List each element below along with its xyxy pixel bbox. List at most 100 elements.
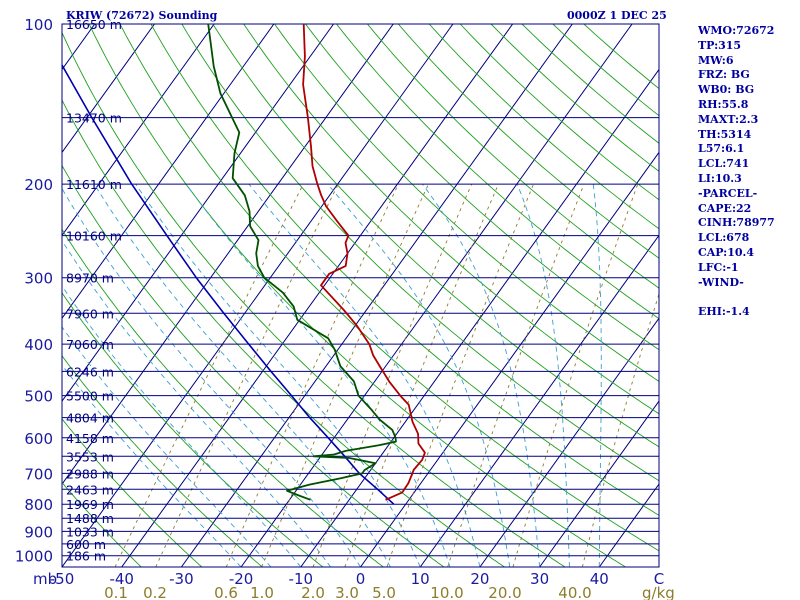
isotherm <box>62 24 454 567</box>
parcel-path <box>62 63 395 505</box>
index-line: LCL:678 <box>698 231 750 245</box>
mixing-ratio-label: 0.1 <box>104 584 128 600</box>
pressure-unit-label: mb <box>33 570 57 588</box>
dry-adiabat <box>62 164 445 567</box>
temperature-tick-label: 40 <box>590 570 609 588</box>
index-line: WMO:72672 <box>698 24 775 37</box>
height-label: 4158 m <box>66 431 114 446</box>
mixing-ratio-label: 5.0 <box>372 584 396 600</box>
sounding-time: 0000Z 1 DEC 25 <box>567 9 667 22</box>
dry-adiabat <box>243 24 659 415</box>
moist-adiabat <box>516 183 570 567</box>
pressure-tick-label: 200 <box>24 176 53 194</box>
dry-adiabat-lines <box>62 24 659 567</box>
height-label: 13470 m <box>66 111 122 126</box>
moist-adiabat <box>422 183 541 567</box>
temperature-tick-label: -40 <box>109 570 134 588</box>
pressure-tick-label: 1000 <box>15 548 53 566</box>
isotherm <box>539 400 659 567</box>
dry-adiabat <box>397 24 659 259</box>
pressure-tick-label: 400 <box>24 336 53 354</box>
moist-adiabat <box>62 239 332 567</box>
mixing-ratio-line <box>447 183 585 567</box>
isotherm <box>62 24 215 237</box>
moist-adiabat <box>592 184 602 567</box>
index-line: L57:6.1 <box>698 142 745 156</box>
height-label: 2463 m <box>66 482 114 497</box>
height-label: 2988 m <box>66 466 114 481</box>
pressure-tick-label: 500 <box>24 388 53 406</box>
height-label: 10160 m <box>66 229 122 244</box>
dry-adiabat <box>181 24 659 482</box>
isotherm <box>479 317 659 567</box>
moist-adiabat <box>93 183 391 567</box>
temperature-tick-label: -30 <box>169 570 194 588</box>
mixing-ratio-label: 3.0 <box>335 584 359 600</box>
dry-adiabat <box>62 99 505 567</box>
temperature-tick-label: C <box>654 570 664 588</box>
index-line: -PARCEL- <box>698 186 758 200</box>
mixing-ratio-label: 20.0 <box>488 584 521 600</box>
isotherm <box>240 24 633 567</box>
dry-adiabat <box>62 292 324 567</box>
index-line: LI:10.3 <box>698 171 742 185</box>
height-label: 6246 m <box>66 364 114 379</box>
height-label: 5500 m <box>66 389 114 404</box>
index-line: WB0: BG <box>698 83 755 97</box>
mixing-ratio-line <box>344 183 499 567</box>
isotherm <box>121 24 514 567</box>
index-line: TH:5314 <box>698 127 752 141</box>
height-label: 7960 m <box>66 306 114 321</box>
mixing-ratio-label: 1.0 <box>250 584 274 600</box>
height-label: 600 m <box>66 537 106 552</box>
dry-adiabat <box>119 24 659 552</box>
index-line: EHI:-1.4 <box>698 305 750 319</box>
temperature-tick-label: 30 <box>530 570 549 588</box>
sounding-profiles <box>62 24 426 505</box>
index-line: FRZ: BG <box>698 68 750 82</box>
temperature-tick-label: 20 <box>470 570 489 588</box>
dry-adiabat <box>62 355 263 567</box>
isotherm <box>62 24 275 320</box>
mixing-ratio-lines <box>114 183 659 567</box>
temperature-tick-label: 0 <box>356 570 366 588</box>
moist-adiabat <box>62 187 361 567</box>
index-line <box>698 290 798 305</box>
index-line: MW:6 <box>698 53 734 67</box>
mixing-ratio-line <box>225 183 399 567</box>
temperature-profile <box>302 24 426 501</box>
index-line: -WIND- <box>698 275 744 289</box>
pressure-tick-label: 900 <box>24 523 53 541</box>
dry-adiabat <box>274 24 659 383</box>
index-line: CINH:78977 <box>698 216 775 230</box>
height-label: 8970 m <box>66 271 114 286</box>
height-label: 11610 m <box>66 177 122 192</box>
mixing-ratio-label: 2.0 <box>301 584 325 600</box>
pressure-tick-label: 800 <box>24 496 53 514</box>
pressure-tick-label: 100 <box>24 16 53 34</box>
index-line: MAXT:2.3 <box>698 112 759 126</box>
isotherm <box>180 24 573 567</box>
height-label: 4804 m <box>66 411 114 426</box>
mixing-ratio-line <box>261 183 429 567</box>
station-title: KRIW (72672) Sounding <box>66 9 218 22</box>
isotherm <box>62 24 394 485</box>
mixing-ratio-label: 0.2 <box>143 584 167 600</box>
isotherm <box>360 151 659 567</box>
index-line: RH:55.8 <box>698 97 749 111</box>
dewpoint-profile <box>207 24 397 501</box>
index-line: LFC:-1 <box>698 260 739 274</box>
moist-adiabat <box>62 364 242 567</box>
mixing-ratio-label: 0.6 <box>214 584 238 600</box>
mixing-ratio-line <box>114 183 304 567</box>
index-line: LCL:741 <box>698 157 750 171</box>
isotherm-lines <box>62 24 659 567</box>
plot-frame <box>61 23 660 568</box>
mixing-ratio-label: 10.0 <box>430 584 463 600</box>
index-line: TP:315 <box>698 38 742 52</box>
mixing-ratio-line <box>155 183 339 567</box>
pressure-tick-label: 700 <box>24 465 53 483</box>
dry-adiabat <box>212 24 659 448</box>
